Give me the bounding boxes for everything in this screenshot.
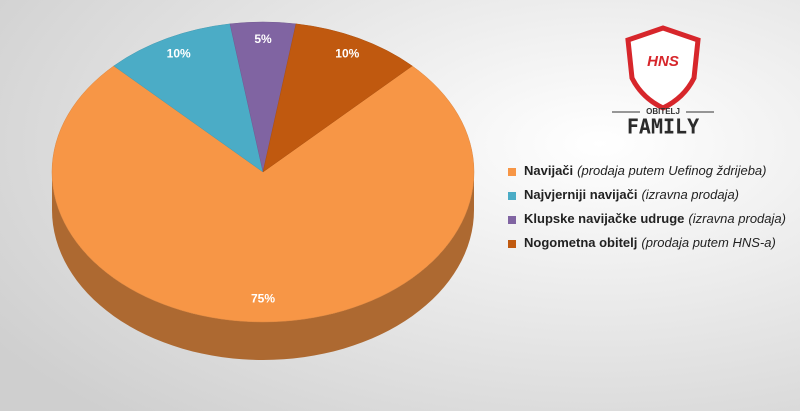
legend-note: (prodaja putem HNS-a) (641, 235, 775, 250)
legend-entry: Navijači (prodaja putem Uefinog ždrijeba) (524, 163, 766, 178)
slice-side (52, 172, 474, 360)
data-label: 10% (335, 47, 359, 61)
legend-swatch (508, 168, 516, 176)
logo-mark: HNS (647, 53, 679, 70)
legend-entry: Klupske navijačke udruge (izravna prodaja… (524, 211, 786, 226)
pie: 75% 10% 5% 10% (51, 21, 475, 360)
legend-note: (prodaja putem Uefinog ždrijeba) (577, 163, 766, 178)
legend-swatch (508, 240, 516, 248)
data-label: 5% (254, 32, 272, 46)
legend-entry: Najvjerniji navijači (izravna prodaja) (524, 187, 739, 202)
slice (51, 65, 475, 323)
legend-name: Najvjerniji navijači (524, 187, 637, 202)
logo: HNS OBITELJ FAMILY (612, 25, 714, 139)
logo-title: FAMILY (627, 115, 699, 139)
legend-name: Nogometna obitelj (524, 235, 637, 250)
slice (262, 23, 413, 173)
legend: Navijači (prodaja putem Uefinog ždrijeba)… (508, 163, 786, 250)
legend-swatch (508, 192, 516, 200)
legend-entry: Nogometna obitelj (prodaja putem HNS-a) (524, 235, 776, 250)
legend-note: (izravna prodaja) (688, 211, 786, 226)
data-label: 10% (167, 47, 191, 61)
logo-subtitle: OBITELJ (646, 107, 680, 116)
legend-swatch (508, 216, 516, 224)
slice (113, 23, 264, 173)
legend-name: Navijači (524, 163, 573, 178)
legend-name: Klupske navijačke udruge (524, 211, 684, 226)
data-label: 75% (251, 292, 275, 306)
legend-note: (izravna prodaja) (641, 187, 739, 202)
logo-shield (625, 25, 701, 111)
